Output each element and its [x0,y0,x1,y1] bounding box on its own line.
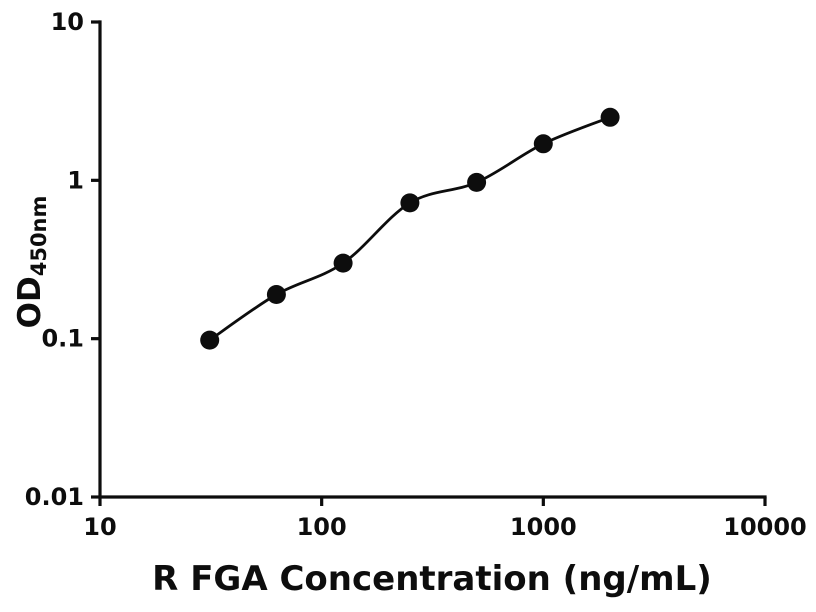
data-point [400,193,420,213]
data-point [600,107,620,127]
data-point [533,134,553,154]
y-axis-title-sub: 450nm [27,196,51,277]
axes-spines [98,20,767,499]
y-tick-label: 1 [67,166,84,194]
data-point [266,285,286,304]
x-tick-label: 10 [83,513,116,541]
data-point [333,253,353,273]
y-tick-label: 10 [51,8,84,36]
plot-area: 10 100 1000 10000 0.01 0.1 1 10 [25,8,807,541]
x-tick-label: 10000 [723,513,807,541]
y-tick-label: 0.01 [25,483,84,511]
x-tick-label: 100 [297,513,347,541]
data-point [467,172,487,192]
x-tick-label: 1000 [510,513,577,541]
x-axis-title: R FGA Concentration (ng/mL) [152,559,712,599]
y-axis-title: OD450nm [12,196,51,329]
y-axis-title-main: OD [12,276,48,328]
data-point [200,330,220,350]
fit-curve [208,115,611,342]
y-tick-label: 0.1 [41,325,84,353]
